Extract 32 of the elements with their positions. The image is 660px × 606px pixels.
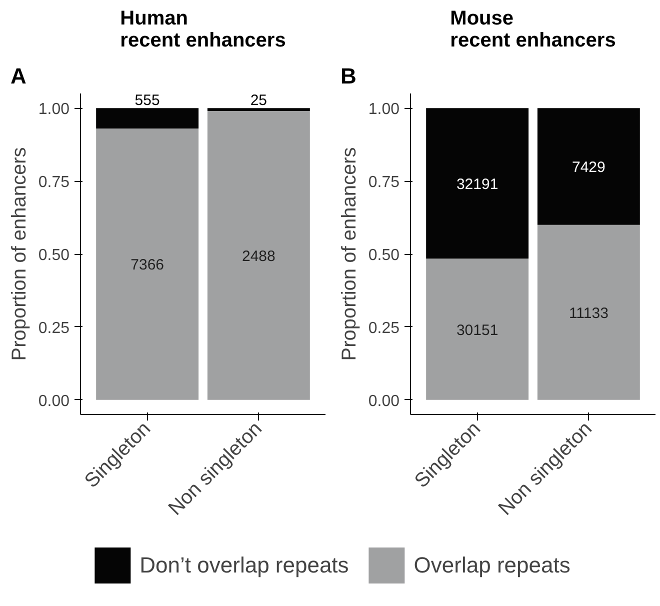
y-axis-title: Proportion of enhancers xyxy=(338,147,360,361)
annotation: 2488 xyxy=(242,248,276,265)
y-tick-label: 0.50 xyxy=(38,247,70,264)
legend-label: Don’t overlap repeats xyxy=(140,552,349,578)
bar xyxy=(537,108,640,225)
annotation: 7366 xyxy=(130,256,164,274)
annotation: 30151 xyxy=(456,322,498,339)
y-tick-label: 1.00 xyxy=(368,101,400,118)
chart-title: Human recent enhancers xyxy=(120,8,286,52)
y-tick-label: 0.00 xyxy=(38,392,70,410)
bar xyxy=(96,108,199,129)
annotation: 25 xyxy=(250,92,268,110)
annotation: 7429 xyxy=(572,158,606,176)
bar xyxy=(207,108,310,112)
text: B xyxy=(340,64,356,88)
annotation: 11133 xyxy=(568,304,608,322)
y-axis-title: Proportion of enhancers xyxy=(8,147,30,361)
annotation: 555 xyxy=(134,92,160,110)
y-tick-label: 0.75 xyxy=(38,174,70,192)
chart-title: Mouse recent enhancers xyxy=(450,8,616,52)
y-tick-label: 0.00 xyxy=(368,392,400,410)
bar xyxy=(426,108,529,259)
annotation: 32191 xyxy=(456,176,498,193)
y-tick-label: 0.25 xyxy=(38,320,70,337)
y-tick-label: 0.75 xyxy=(368,174,400,192)
y-tick-label: 1.00 xyxy=(38,101,70,118)
y-tick-label: 0.50 xyxy=(368,247,400,264)
bar xyxy=(537,224,640,400)
bar xyxy=(426,258,529,400)
text: A xyxy=(10,64,26,88)
y-tick-label: 0.25 xyxy=(368,320,400,337)
legend-label: Overlap repeats xyxy=(414,552,570,578)
